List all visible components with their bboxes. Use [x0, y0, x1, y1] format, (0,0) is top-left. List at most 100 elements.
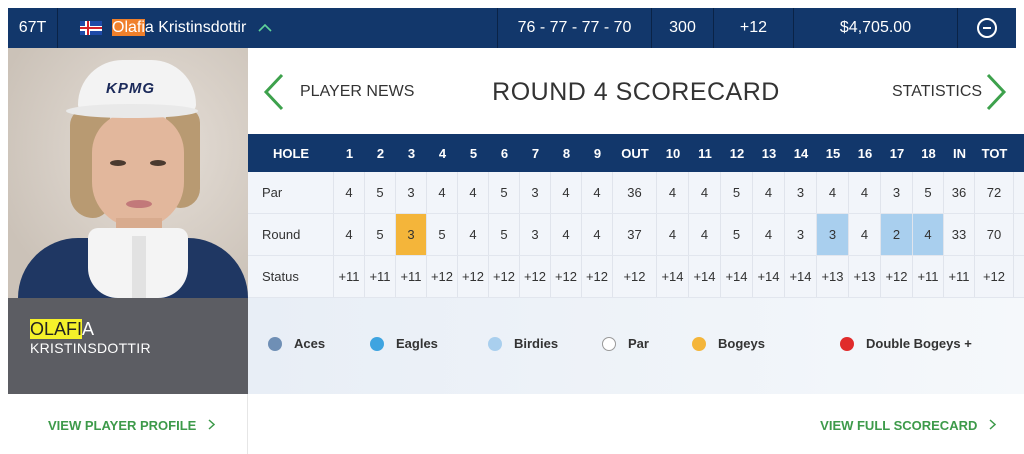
score-cell: +11	[365, 256, 396, 297]
score-cell: 72	[975, 172, 1014, 213]
column-header-7: 7	[531, 145, 540, 161]
chevron-left-icon[interactable]	[262, 72, 286, 112]
score-cell: +11	[944, 256, 975, 297]
column-header-tot: TOT	[981, 145, 1008, 161]
score-cell: 4	[657, 172, 689, 213]
column-header-18: 18	[921, 145, 936, 161]
score-cell: 4	[849, 214, 881, 255]
column-header-5: 5	[469, 145, 478, 161]
player-name-box: OLAFIA KRISTINSDOTTIR	[8, 298, 248, 394]
chevron-right-icon	[208, 418, 216, 433]
legend-item-par: Par	[602, 336, 649, 351]
score-cell: 3	[817, 214, 849, 255]
score-cell: +14	[657, 256, 689, 297]
view-full-scorecard-label: VIEW FULL SCORECARD	[820, 418, 978, 433]
first-name-highlight: OLAFI	[30, 319, 83, 339]
score-cell: +12	[551, 256, 582, 297]
score-cell: +14	[785, 256, 817, 297]
birdie-marker: 3	[817, 214, 848, 255]
score-cell: +12	[975, 256, 1014, 297]
column-header-10: 10	[665, 145, 681, 161]
column-header-6: 6	[500, 145, 509, 161]
view-player-profile-link[interactable]: VIEW PLAYER PROFILE	[48, 418, 216, 433]
legend-dot-icon	[268, 336, 282, 351]
legend-label: Par	[628, 336, 649, 351]
score-cell: 5	[913, 172, 944, 213]
score-cell: +14	[689, 256, 721, 297]
column-header-13: 13	[761, 145, 777, 161]
score-cell: 4	[753, 214, 785, 255]
scorecard-table: HOLE 1 2 3 4 5 6 7 8 9 OUT 10 11 12 13 14 15 16 17 18 IN TOT …	[248, 134, 1024, 298]
score-cell: 4	[551, 172, 582, 213]
score-cell: 4	[334, 172, 365, 213]
legend-item-birdies: Birdies	[488, 336, 558, 351]
score-cell: +12	[489, 256, 520, 297]
player-photo: KPMG	[8, 48, 248, 298]
legend-dot-icon	[370, 336, 384, 351]
column-header-3: 3	[407, 145, 416, 161]
birdie-marker: 4	[913, 214, 943, 255]
score-cell: 2	[881, 214, 913, 255]
round-scores: 76 - 77 - 77 - 70	[498, 8, 652, 48]
column-header-2: 2	[376, 145, 385, 161]
view-full-scorecard-link[interactable]: VIEW FULL SCORECARD	[820, 418, 997, 433]
score-cell: 4	[689, 172, 721, 213]
score-cell: 70	[975, 214, 1014, 255]
row-label: Status	[248, 256, 334, 297]
scorecard-header-row: HOLE 1 2 3 4 5 6 7 8 9 OUT 10 11 12 13 14 15 16 17 18 IN TOT	[248, 134, 1024, 172]
scorecard-row-par: Par 4 5 3 4 4 5 3 4 4 36 4 4 5 4 3 4 4 3 5 36 72	[248, 172, 1024, 214]
score-cell: 3	[520, 214, 551, 255]
score-cell: 3	[785, 214, 817, 255]
total-score: 300	[652, 8, 714, 48]
score-cell: 4	[582, 214, 613, 255]
score-cell: +12	[458, 256, 489, 297]
bogey-marker: 3	[396, 214, 426, 255]
score-cell: +13	[849, 256, 881, 297]
position: 67T	[8, 8, 58, 48]
column-header-out: OUT	[621, 145, 649, 161]
player-name: Olafia Kristinsdottir	[112, 19, 246, 37]
chevron-right-icon	[989, 418, 997, 433]
score-cell: 5	[489, 214, 520, 255]
score-cell: 5	[489, 172, 520, 213]
chevron-up-icon[interactable]	[258, 21, 272, 35]
cap-logo: KPMG	[106, 80, 155, 97]
score-cell: 4	[458, 214, 489, 255]
player-name-highlight: Olafi	[112, 19, 145, 36]
row-label: Round	[248, 214, 334, 255]
score-cell: +14	[753, 256, 785, 297]
legend-label: Aces	[294, 336, 326, 351]
minus-circle-icon	[977, 18, 997, 38]
legend-label: Birdies	[514, 336, 559, 351]
legend-item-double-bogeys: Double Bogeys +	[840, 336, 972, 351]
statistics-link[interactable]: STATISTICS	[892, 83, 983, 100]
player-leaderboard-row[interactable]: 67T Olafia Kristinsdottir 76 - 77 - 77 -…	[8, 8, 1016, 48]
column-header-in: IN	[953, 145, 966, 161]
right-footer: VIEW FULL SCORECARD	[248, 394, 1024, 454]
score-cell: 4	[582, 172, 613, 213]
legend-dot-icon	[488, 336, 502, 351]
column-header-hole: HOLE	[272, 145, 310, 161]
score-cell: +14	[721, 256, 753, 297]
first-name-rest: A	[82, 319, 95, 339]
column-header-1: 1	[345, 145, 354, 161]
score-cell: 4	[817, 172, 849, 213]
collapse-button[interactable]	[958, 8, 1016, 48]
score-cell: 37	[613, 214, 657, 255]
left-footer: VIEW PLAYER PROFILE	[8, 394, 248, 454]
score-cell: 3	[785, 172, 817, 213]
column-header-15: 15	[825, 145, 841, 161]
chevron-right-icon[interactable]	[984, 72, 1008, 112]
player-name-cell[interactable]: Olafia Kristinsdottir	[58, 8, 498, 48]
legend-item-eagles: Eagles	[370, 336, 438, 351]
column-header-14: 14	[793, 145, 809, 161]
score-cell: 5	[427, 214, 458, 255]
scorecard-row-status: Status +11 +11 +11 +12 +12 +12 +12 +12 +12 +12 +14 +…	[248, 256, 1024, 298]
score-cell: +11	[913, 256, 944, 297]
score-cell: 33	[944, 214, 975, 255]
player-name-rest: a Kristinsdottir	[144, 19, 247, 36]
player-news-link[interactable]: PLAYER NEWS	[300, 83, 415, 100]
score-cell: 4	[689, 214, 721, 255]
score-cell: 5	[365, 172, 396, 213]
score-cell: +12	[613, 256, 657, 297]
